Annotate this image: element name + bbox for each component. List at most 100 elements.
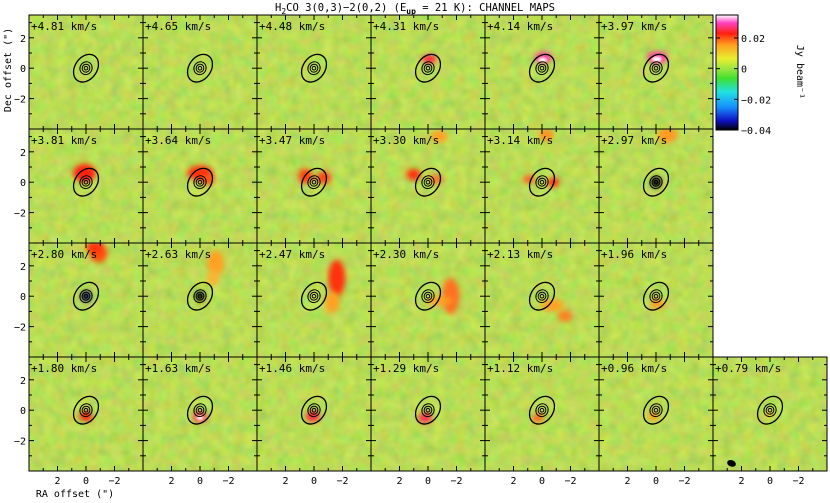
channel-panel: +4.81 km/s 2 0 −2 [14,14,144,130]
continuum-contour [193,403,207,418]
continuum-contour [537,291,547,301]
continuum-contour [642,281,670,311]
y-tick-label: −2 [14,209,26,220]
emission-blob [540,299,564,312]
continuum-contour [197,407,203,413]
y-tick-label: 2 [20,376,26,387]
continuum-contour [195,177,205,187]
continuum-contour [83,65,89,71]
panel-ticks [599,243,713,357]
panel-ticks [713,357,827,471]
x-tick-label: −2 [108,476,120,487]
x-tick-label: 0 [425,476,431,487]
emission-blob [430,130,448,143]
emission-blob [442,277,460,315]
continuum-contour [537,177,547,187]
continuum-contour [653,179,659,185]
continuum-contour [307,403,321,418]
colorbar: 0.02 0 −0.02 −0.04 Jy beam⁻¹ [715,14,805,137]
panel-ticks [257,15,371,129]
continuum-contour [421,175,435,190]
channel-velocity-label: +1.96 km/s [601,248,667,261]
panel-ticks [257,129,371,243]
channel-panel: +1.63 km/s 2 0 −2 [142,356,258,487]
channel-velocity-label: +0.96 km/s [601,362,667,375]
continuum-contour [79,403,93,418]
panel-ticks [485,15,599,129]
channel-velocity-label: +4.48 km/s [259,20,325,33]
continuum-contour [311,407,317,413]
channel-panel: +3.64 km/s [142,128,258,244]
panel-ticks [29,129,143,243]
continuum-contour [535,175,549,190]
colorbar-tick-label: −0.04 [741,126,771,137]
x-tick-label: 0 [311,476,317,487]
continuum-contour [72,281,100,311]
continuum-contour [425,407,431,413]
channel-panel: +1.12 km/s 2 0 −2 [484,356,600,487]
x-tick-label: −2 [336,476,348,487]
channel-velocity-label: +4.14 km/s [487,20,553,33]
emission-blob [418,412,433,424]
y-tick-label: 2 [20,148,26,159]
continuum-contour [651,63,661,73]
channel-panel: +4.65 km/s [142,14,258,130]
panel-ticks [599,357,713,471]
channel-velocity-label: +2.97 km/s [601,134,667,147]
panel-ticks [143,15,257,129]
y-axis-label: Dec offset (") [3,28,14,112]
y-tick-label: 0 [20,178,26,189]
channel-panel: +4.31 km/s [370,14,486,130]
continuum-contour [535,289,549,304]
x-tick-label: −2 [450,476,462,487]
channel-velocity-label: +3.64 km/s [145,134,211,147]
channel-panel: +2.80 km/s 2 0 −2 [14,242,144,358]
x-tick-label: 0 [83,476,89,487]
x-tick-label: 0 [653,476,659,487]
emission-blob [557,309,572,323]
y-tick-label: −2 [14,437,26,448]
continuum-contour [765,405,775,415]
panel-ticks [599,15,713,129]
continuum-contour [195,63,205,73]
x-tick-label: 0 [197,476,203,487]
continuum-contour [528,53,556,83]
emission-blob [406,168,421,181]
continuum-contour [193,175,207,190]
continuum-contour [72,395,100,425]
continuum-contour [414,53,442,83]
continuum-contour [195,291,205,301]
continuum-contour [414,167,442,197]
channel-panel: +2.30 km/s [370,242,486,358]
panel-ticks [29,357,143,471]
channel-velocity-label: +3.14 km/s [487,134,553,147]
emission-blob [328,259,346,297]
channel-velocity-label: +4.65 km/s [145,20,211,33]
channel-velocity-label: +4.31 km/s [373,20,439,33]
continuum-contour [186,53,214,83]
continuum-contour [300,395,328,425]
channel-panel: +2.13 km/s [484,242,600,358]
emission-blob [422,54,437,64]
x-tick-label: 2 [168,476,174,487]
x-tick-label: 2 [510,476,516,487]
panel-ticks [485,357,599,471]
continuum-contour [421,289,435,304]
y-tick-label: 0 [20,292,26,303]
continuum-contour [79,289,93,304]
channel-panel: +3.14 km/s [484,128,600,244]
continuum-contour [83,179,89,185]
emission-blob [538,57,547,63]
continuum-contour [197,179,203,185]
emission-blob [195,291,205,301]
channel-velocity-label: +4.81 km/s [31,20,97,33]
continuum-contour [79,175,93,190]
continuum-contour [423,63,433,73]
colorbar-tick-label: −0.02 [741,95,771,106]
continuum-contour [535,403,549,418]
continuum-contour [763,403,777,418]
continuum-contour [528,281,556,311]
continuum-contour [642,395,670,425]
continuum-contour [421,61,435,76]
